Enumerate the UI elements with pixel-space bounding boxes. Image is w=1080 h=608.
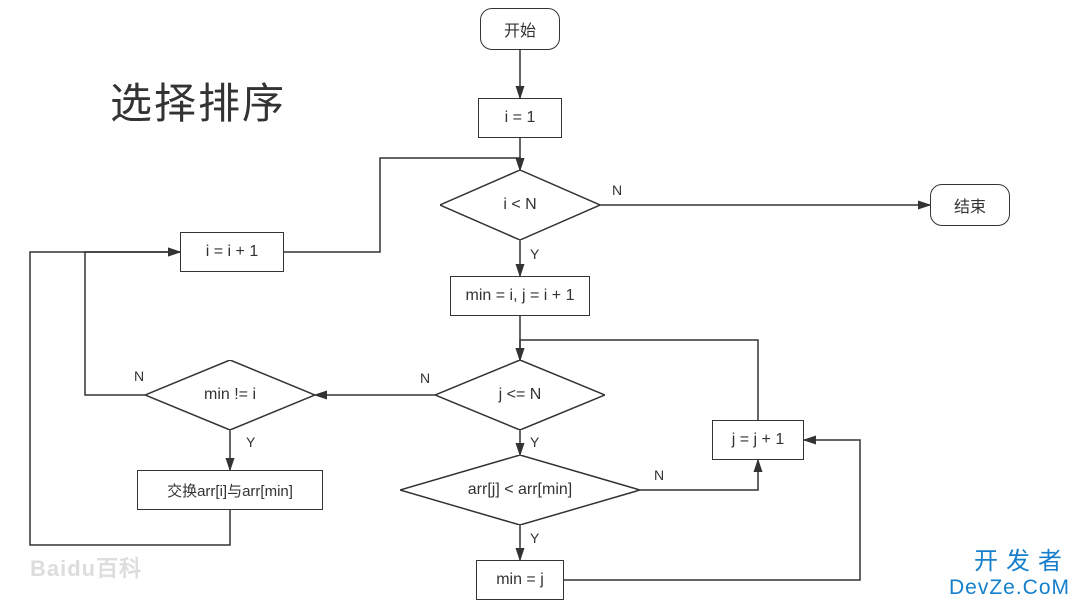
label-min-Y: Y xyxy=(246,434,255,450)
diagram-title: 选择排序 xyxy=(110,70,286,131)
label-arr-Y: Y xyxy=(530,530,539,546)
node-cond-jN-label: j <= N xyxy=(435,360,605,430)
node-cond-iN: i < N xyxy=(440,170,600,240)
node-init-i: i = 1 xyxy=(478,98,562,138)
node-cond-iN-label: i < N xyxy=(440,170,600,240)
label-iN-N: N xyxy=(612,182,622,198)
node-cond-arr: arr[j] < arr[min] xyxy=(400,455,640,525)
node-inc-j: j = j + 1 xyxy=(712,420,804,460)
label-iN-Y: Y xyxy=(530,246,539,262)
node-swap: 交换arr[i]与arr[min] xyxy=(137,470,323,510)
brand-block: 开发者 DevZe.CoM xyxy=(949,541,1070,600)
label-jN-Y: Y xyxy=(530,434,539,450)
label-min-N: N xyxy=(134,368,144,384)
node-cond-min-label: min != i xyxy=(145,360,315,430)
brand-line2: DevZe.CoM xyxy=(949,576,1070,600)
watermark-text: Baidu百科 xyxy=(30,551,142,583)
node-end: 结束 xyxy=(930,184,1010,226)
node-start: 开始 xyxy=(480,8,560,50)
node-cond-jN: j <= N xyxy=(435,360,605,430)
node-init-mj: min = i, j = i + 1 xyxy=(450,276,590,316)
node-set-min: min = j xyxy=(476,560,564,600)
label-arr-N: N xyxy=(654,467,664,483)
node-cond-min: min != i xyxy=(145,360,315,430)
flowchart-canvas: 选择排序 xyxy=(0,0,1080,608)
node-inc-i: i = i + 1 xyxy=(180,232,284,272)
label-jN-N: N xyxy=(420,370,430,386)
node-cond-arr-label: arr[j] < arr[min] xyxy=(400,455,640,525)
brand-line1: 开发者 xyxy=(949,541,1070,576)
